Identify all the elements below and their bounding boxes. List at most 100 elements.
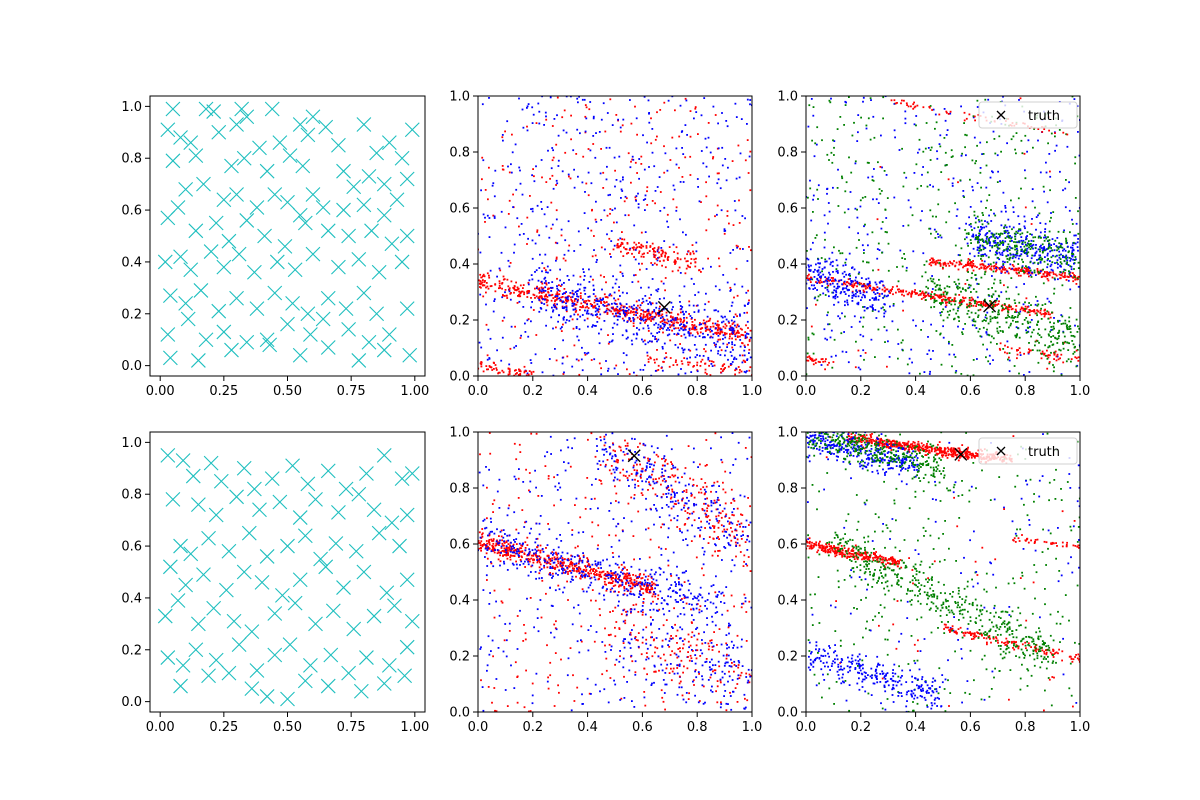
- point: [1034, 312, 1037, 315]
- point: [567, 249, 570, 252]
- point: [702, 267, 704, 270]
- point: [696, 370, 699, 373]
- point: [844, 283, 847, 286]
- point: [996, 237, 999, 240]
- point: [746, 320, 749, 323]
- point: [824, 337, 827, 340]
- point: [531, 210, 534, 213]
- point: [992, 337, 995, 340]
- point: [510, 325, 513, 328]
- point: [504, 130, 506, 133]
- point: [680, 311, 682, 314]
- point: [944, 119, 947, 122]
- point: [975, 290, 978, 293]
- point: [844, 190, 847, 193]
- point: [821, 268, 824, 270]
- point: [1068, 328, 1070, 330]
- point: [1012, 253, 1015, 256]
- point: [617, 118, 619, 121]
- point: [901, 339, 904, 342]
- point: [743, 354, 746, 357]
- point: [696, 178, 699, 180]
- point: [954, 244, 957, 247]
- point: [749, 99, 752, 101]
- point: [936, 261, 939, 264]
- point: [837, 168, 839, 171]
- point: [1047, 142, 1049, 145]
- point: [633, 241, 636, 244]
- point: [540, 297, 543, 300]
- point: [571, 318, 574, 321]
- point: [1018, 254, 1021, 257]
- point: [704, 323, 707, 326]
- point: [990, 301, 993, 304]
- point: [587, 307, 590, 309]
- point: [531, 174, 533, 177]
- point: [873, 299, 876, 301]
- point: [509, 262, 512, 264]
- point: [1006, 254, 1009, 257]
- point: [503, 316, 506, 319]
- point: [865, 124, 868, 127]
- point: [657, 369, 660, 371]
- point: [665, 352, 667, 354]
- point: [992, 171, 994, 174]
- point: [638, 242, 640, 244]
- point: [811, 332, 814, 335]
- point: [1023, 283, 1025, 285]
- point: [1026, 266, 1028, 269]
- point: [953, 353, 955, 356]
- point: [901, 300, 904, 303]
- point: [948, 353, 951, 356]
- point: [981, 259, 983, 262]
- point: [746, 311, 748, 314]
- point: [1025, 265, 1027, 268]
- legend-truth-marker: [996, 110, 1006, 120]
- point: [553, 303, 556, 305]
- point: [572, 308, 575, 311]
- point: [724, 333, 727, 336]
- point: [851, 294, 854, 297]
- point: [989, 318, 992, 321]
- point: [672, 324, 675, 327]
- point: [871, 310, 874, 312]
- point: [635, 117, 638, 120]
- point: [527, 318, 530, 320]
- point: [689, 266, 691, 269]
- point: [1074, 278, 1077, 281]
- point: [603, 300, 605, 303]
- point: [1046, 349, 1048, 352]
- point: [934, 127, 936, 130]
- point: [502, 294, 504, 296]
- point: [546, 296, 549, 298]
- point: [1065, 242, 1068, 245]
- point: [737, 245, 739, 248]
- point: [851, 291, 854, 294]
- point: [970, 291, 972, 293]
- point: [979, 171, 982, 174]
- point: [658, 298, 661, 300]
- point: [583, 319, 586, 322]
- point: [540, 280, 543, 283]
- point: [488, 357, 491, 360]
- point: [817, 258, 820, 261]
- point: [1029, 245, 1032, 248]
- point: [667, 99, 670, 102]
- point: [1075, 258, 1077, 261]
- point: [878, 287, 881, 290]
- point: [706, 315, 709, 318]
- point: [596, 259, 598, 261]
- point: [646, 141, 648, 144]
- point: [951, 155, 954, 158]
- point: [525, 374, 528, 376]
- point: [939, 295, 942, 298]
- point: [645, 245, 648, 247]
- x-marker: [399, 228, 415, 244]
- point: [731, 337, 733, 340]
- point: [704, 326, 707, 329]
- point: [545, 118, 548, 121]
- point: [511, 133, 513, 136]
- point: [970, 304, 973, 307]
- point: [704, 368, 707, 371]
- point: [647, 324, 649, 327]
